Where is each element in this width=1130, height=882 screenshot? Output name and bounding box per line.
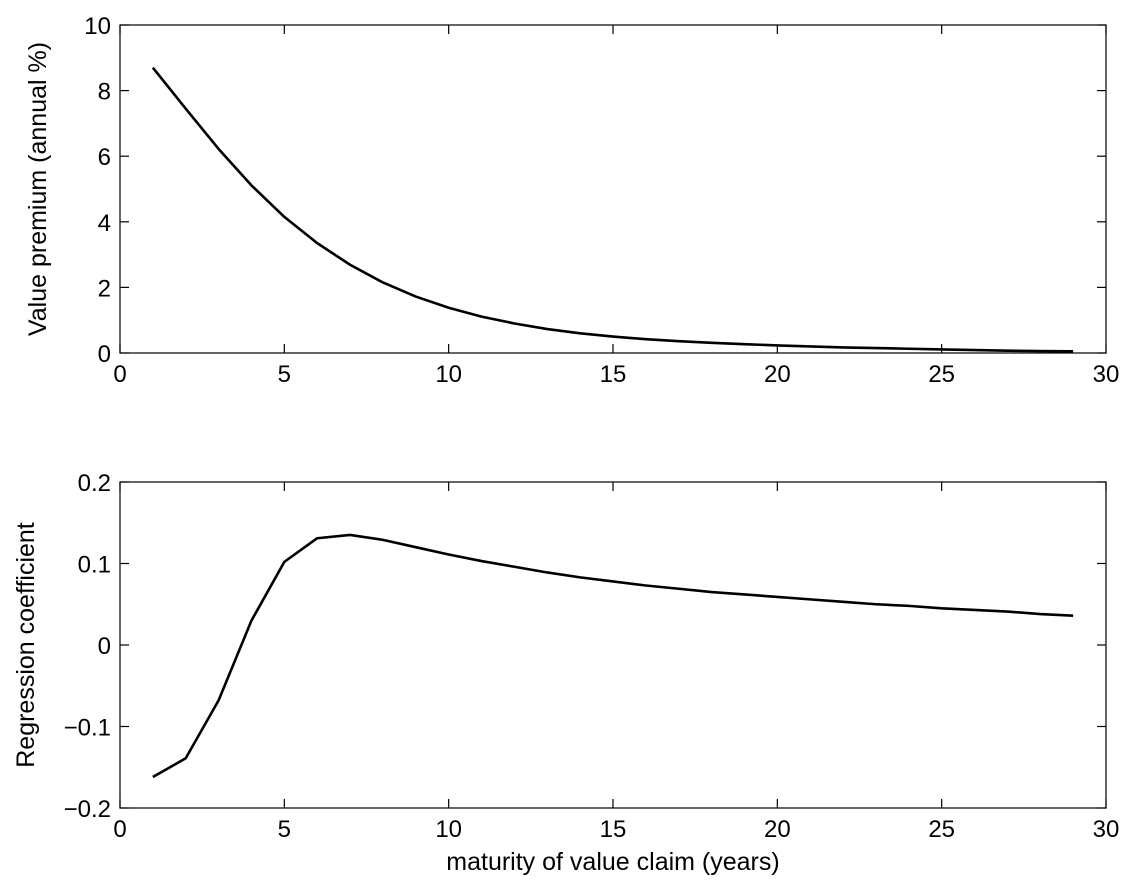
top-x-tick-label: 20 (764, 361, 791, 388)
bottom-x-tick-label: 30 (1093, 816, 1120, 843)
top-series-line (151, 66, 1074, 353)
top-y-tick-label: 4 (98, 210, 111, 237)
bottom-x-tick-label: 10 (435, 816, 462, 843)
bottom-x-axis-label: maturity of value claim (years) (446, 848, 779, 876)
bottom-x-tick-label: 25 (928, 816, 955, 843)
top-x-tick-label: 25 (928, 361, 955, 388)
top-y-axis-label: Value premium (annual %) (24, 42, 52, 336)
bottom-x-tick-label: 15 (600, 816, 627, 843)
top-y-tick-label: 0 (98, 341, 111, 368)
top-y-tick-label: 8 (98, 79, 111, 106)
bottom-x-tick-label: 5 (278, 816, 291, 843)
top-axes-frame (119, 24, 1107, 354)
top-x-tick-label: 15 (600, 361, 627, 388)
top-y-tick-label: 6 (98, 144, 111, 171)
top-x-tick-label: 0 (113, 361, 126, 388)
value-premium-panel: 0 5 10 15 20 25 30 0 2 4 6 8 10 Value premium (annual… (24, 13, 1119, 388)
regression-coefficient-panel: 0 5 10 15 20 25 30 −0.2 −0.1 0 0.1 0.2 Regression co… (12, 470, 1119, 876)
bottom-y-tick-label: 0.2 (78, 470, 111, 497)
top-x-tick-label: 30 (1093, 361, 1120, 388)
bottom-y-tick-label: −0.1 (64, 715, 111, 742)
top-y-tick-label: 10 (84, 13, 111, 40)
bottom-x-tick-label: 20 (764, 816, 791, 843)
bottom-y-tick-label: −0.2 (64, 796, 111, 823)
bottom-y-tick-label: 0 (98, 633, 111, 660)
bottom-x-tick-label: 0 (113, 816, 126, 843)
bottom-series-line (152, 533, 1074, 779)
bottom-axes-frame (119, 481, 1107, 809)
bottom-y-axis-label: Regression coefficient (12, 522, 40, 768)
top-x-tick-label: 5 (278, 361, 291, 388)
bottom-y-tick-label: 0.1 (78, 552, 111, 579)
top-y-tick-label: 2 (98, 275, 111, 302)
top-x-tick-label: 10 (435, 361, 462, 388)
